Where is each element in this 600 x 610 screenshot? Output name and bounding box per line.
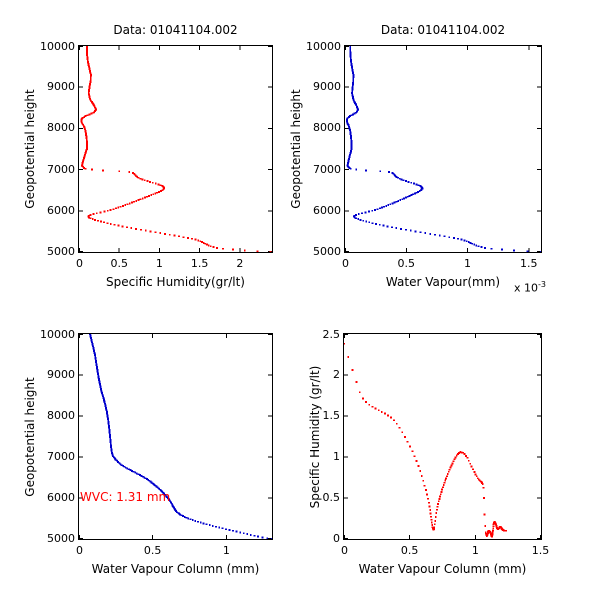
x-axis-label: Water Vapour(mm) bbox=[385, 275, 501, 289]
y-tick-label: 8000 bbox=[47, 121, 75, 135]
plot-area-water-vapour bbox=[345, 46, 541, 252]
x-axis-label: Water Vapour Column (mm) bbox=[358, 562, 527, 576]
y-tick-label: 9000 bbox=[47, 368, 75, 381]
x-tick-label: 1 bbox=[222, 544, 230, 557]
y-tick-label: 9000 bbox=[313, 80, 341, 94]
x-tick-label: 0.5 bbox=[400, 544, 419, 557]
plot-area-specific-humidity bbox=[79, 46, 272, 252]
x-tick-label: 1.5 bbox=[190, 257, 209, 270]
y-tick-label: 2 bbox=[333, 368, 340, 381]
y-tick-label: 5000 bbox=[313, 244, 341, 258]
x-tick-label: 0 bbox=[76, 544, 83, 557]
x-tick-label: 1 bbox=[471, 544, 479, 557]
y-axis-label: Geopotential height bbox=[23, 376, 37, 497]
y-axis-label: Geopotential height bbox=[289, 89, 303, 209]
y-tick-label: 7000 bbox=[47, 450, 75, 463]
y-tick-label: 0.5 bbox=[322, 491, 341, 504]
x-tick-label: 0 bbox=[76, 257, 83, 270]
y-tick-label: 6000 bbox=[47, 491, 75, 504]
x-tick-label: 1 bbox=[155, 257, 163, 270]
y-tick-label: 1 bbox=[333, 450, 340, 463]
y-tick-label: 6000 bbox=[313, 203, 341, 217]
x-tick-label: 1.5 bbox=[531, 544, 550, 557]
y-tick-label: 1.5 bbox=[322, 409, 341, 422]
x-tick-label: 2 bbox=[236, 257, 244, 270]
y-axis-label: Specific Humidity (gr/lt) bbox=[308, 365, 322, 508]
y-tick-label: 8000 bbox=[47, 409, 75, 422]
y-tick-label: 7000 bbox=[47, 162, 75, 176]
chart-specific-humidity-profile: Data: 01041104.002 Specific Humidity(gr/… bbox=[23, 23, 273, 289]
x-tick-label: 0 bbox=[342, 257, 349, 270]
y-tick-label: 9000 bbox=[47, 80, 75, 94]
plot-area-water-vapour-column bbox=[79, 334, 272, 539]
x-axis-label: Water Vapour Column (mm) bbox=[91, 562, 260, 576]
y-tick-label: 10000 bbox=[40, 327, 75, 341]
chart-humidity-vs-column: Water Vapour Column (mm) Specific Humidi… bbox=[308, 328, 549, 577]
x-tick-label: 1 bbox=[464, 257, 471, 270]
y-axis-label: Geopotential height bbox=[23, 89, 37, 209]
chart-title: Data: 01041104.002 bbox=[380, 23, 506, 37]
x-tick-label: 0.5 bbox=[397, 257, 416, 270]
chart-water-vapour-profile: Data: 01041104.002 Water Vapour(mm) Geop… bbox=[289, 23, 546, 295]
x-tick-label: 0.5 bbox=[143, 544, 162, 557]
y-tick-label: 6000 bbox=[47, 203, 75, 217]
wvc-annotation: WVC: 1.31 mm bbox=[80, 490, 171, 504]
axis-exponent-label: x 10-3 bbox=[514, 280, 546, 295]
plot-area-humidity-vs-column bbox=[344, 334, 541, 539]
y-tick-label: 10000 bbox=[40, 39, 75, 53]
x-tick-label: 0.5 bbox=[110, 257, 128, 270]
chart-title: Data: 01041104.002 bbox=[113, 23, 238, 37]
y-tick-label: 2.5 bbox=[322, 327, 341, 341]
x-tick-label: 0 bbox=[341, 544, 348, 557]
y-tick-label: 0 bbox=[333, 531, 340, 545]
y-tick-label: 5000 bbox=[47, 244, 75, 258]
y-tick-label: 8000 bbox=[313, 121, 341, 135]
x-axis-label: Specific Humidity(gr/lt) bbox=[106, 275, 245, 289]
x-tick-label: 1.5 bbox=[520, 257, 538, 270]
chart-water-vapour-column-profile: Water Vapour Column (mm) Geopotential he… bbox=[23, 328, 273, 576]
y-tick-label: 5000 bbox=[47, 531, 75, 545]
y-tick-label: 10000 bbox=[306, 39, 341, 53]
y-tick-label: 7000 bbox=[313, 162, 341, 176]
